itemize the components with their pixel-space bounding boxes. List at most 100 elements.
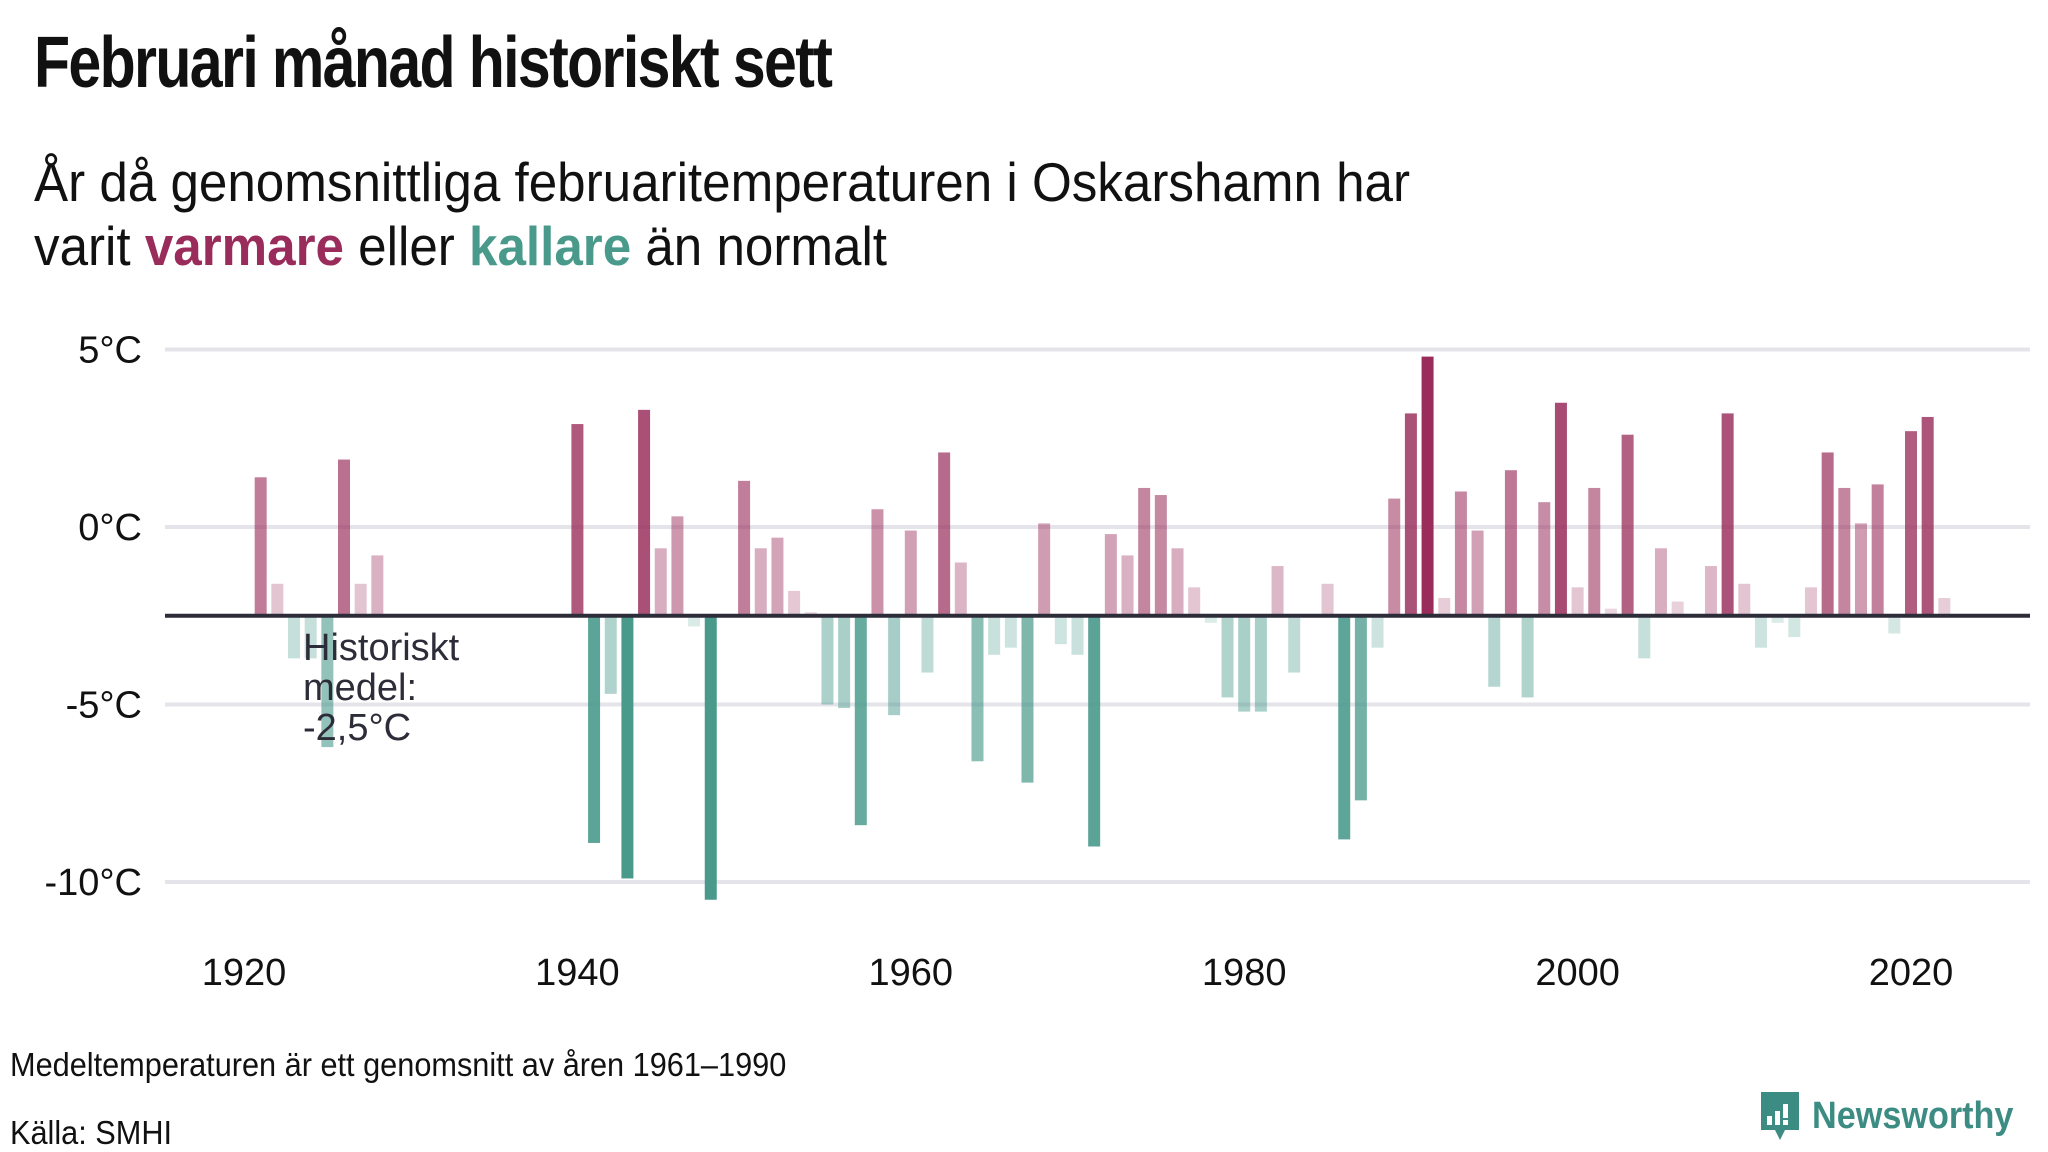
x-tick-label: 2020 xyxy=(1869,952,1954,994)
bar-warm xyxy=(1704,566,1717,616)
bar-warm xyxy=(738,480,751,616)
bar-cold xyxy=(854,615,867,826)
bar-warm xyxy=(1471,530,1484,616)
bar-cold xyxy=(1338,615,1351,840)
bar-cold xyxy=(971,615,984,762)
bar-cold xyxy=(821,615,834,705)
bar-warm xyxy=(1321,583,1334,616)
x-tick-label: 1980 xyxy=(1202,952,1287,994)
bar-warm xyxy=(1604,608,1617,616)
bar-cold xyxy=(1371,615,1384,648)
subtitle-warm-word: varmare xyxy=(144,215,344,277)
bar-warm xyxy=(338,459,351,616)
bar-cold xyxy=(1521,615,1534,698)
bar-cold xyxy=(288,615,301,659)
bar-cold xyxy=(304,615,317,659)
bar-cold xyxy=(1254,615,1267,712)
bar-cold xyxy=(1204,615,1217,623)
bar-warm xyxy=(1621,434,1634,616)
bar-warm xyxy=(938,452,951,616)
bar-warm xyxy=(254,477,267,616)
bar-warm xyxy=(1154,495,1167,616)
bar-cold xyxy=(888,615,901,716)
bar-cold xyxy=(588,615,601,843)
y-tick-label: -5°C xyxy=(66,685,142,727)
chart-title: Februari månad historiskt sett xyxy=(34,23,833,103)
bar-cold xyxy=(1788,615,1801,638)
bar-cold xyxy=(921,615,934,673)
bar-warm xyxy=(1588,487,1601,616)
bar-warm xyxy=(1854,523,1867,616)
source-note: Källa: SMHI xyxy=(10,1114,173,1151)
bar-warm xyxy=(571,424,584,616)
bar-warm xyxy=(1871,484,1884,616)
bar-cold xyxy=(621,615,634,879)
bar-warm xyxy=(1821,452,1834,616)
bar-cold xyxy=(1088,615,1101,847)
bar-warm xyxy=(1038,523,1051,616)
bar-warm xyxy=(1438,598,1451,616)
y-axis-labels: 5°C 0°C -5°C -10°C xyxy=(44,330,142,905)
subtitle-pre: varit xyxy=(34,215,145,277)
bar-warm xyxy=(1554,402,1567,616)
x-axis-labels: 1920 1940 1960 1980 2000 2020 xyxy=(202,952,1954,994)
bar-warm xyxy=(1671,601,1684,616)
bar-warm xyxy=(638,409,651,616)
bar-warm xyxy=(954,562,967,616)
y-tick-label: 5°C xyxy=(78,330,142,372)
bars xyxy=(254,356,1951,900)
bar-cold xyxy=(321,615,334,748)
subtitle-line1: År då genomsnittliga februaritemperature… xyxy=(34,151,1411,213)
bar-warm xyxy=(271,583,284,616)
bar-warm xyxy=(1921,416,1934,616)
footnote: Medeltemperaturen är ett genomsnitt av å… xyxy=(10,1046,787,1083)
bar-cold xyxy=(1638,615,1651,659)
newsworthy-logo-icon xyxy=(1761,1092,1800,1140)
subtitle-cold-word: kallare xyxy=(469,215,632,277)
bar-cold xyxy=(1288,615,1301,673)
bar-cold xyxy=(1071,615,1084,655)
bar-warm xyxy=(1938,598,1951,616)
bar-cold xyxy=(1054,615,1067,645)
subtitle-post: än normalt xyxy=(631,215,888,277)
bar-warm xyxy=(1138,487,1151,616)
bar-warm xyxy=(788,590,801,616)
bar-cold xyxy=(1221,615,1234,698)
bar-warm xyxy=(1538,502,1551,616)
bar-cold xyxy=(1771,615,1784,623)
bar-warm xyxy=(1804,587,1817,616)
annotation-line: medel: xyxy=(303,667,417,709)
newsworthy-logo[interactable]: Newsworthy xyxy=(1758,1090,2036,1142)
x-tick-label: 1960 xyxy=(869,952,954,994)
bar-cold xyxy=(1888,615,1901,634)
bar-cold xyxy=(688,615,701,627)
baseline-annotation: Historiskt medel: -2,5°C xyxy=(303,627,460,749)
bar-warm xyxy=(654,548,667,616)
y-tick-label: -10°C xyxy=(44,862,142,904)
bar-cold xyxy=(604,615,617,694)
annotation-line: Historiskt xyxy=(303,627,460,669)
bar-warm xyxy=(1104,534,1117,616)
bar-warm xyxy=(1654,548,1667,616)
bar-warm xyxy=(1571,587,1584,616)
x-tick-label: 1920 xyxy=(202,952,287,994)
bar-cold xyxy=(988,615,1001,655)
bar-warm xyxy=(354,583,367,616)
bar-cold xyxy=(1004,615,1017,648)
bar-warm xyxy=(1838,487,1851,616)
bar-warm xyxy=(1171,548,1184,616)
bar-warm xyxy=(1421,356,1434,616)
brand-name: Newsworthy xyxy=(1812,1094,2014,1137)
bar-warm xyxy=(1721,413,1734,616)
x-tick-label: 2000 xyxy=(1535,952,1620,994)
chart-subtitle: År då genomsnittliga februaritemperature… xyxy=(34,150,1410,278)
bar-warm xyxy=(1388,498,1401,616)
bar-warm xyxy=(754,548,767,616)
bar-warm xyxy=(1121,555,1134,616)
bar-warm xyxy=(1271,566,1284,616)
bar-cold xyxy=(1354,615,1367,801)
bar-cold xyxy=(1754,615,1767,648)
bar-warm xyxy=(671,516,684,616)
bar-cold xyxy=(1238,615,1251,712)
